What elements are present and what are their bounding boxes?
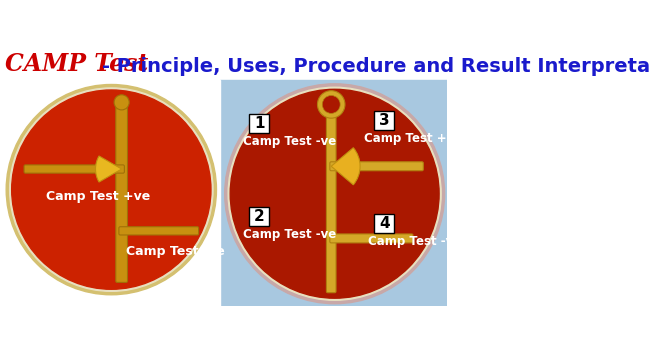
FancyBboxPatch shape <box>374 111 395 130</box>
FancyBboxPatch shape <box>24 165 124 173</box>
FancyBboxPatch shape <box>249 207 269 226</box>
Circle shape <box>317 91 345 118</box>
FancyBboxPatch shape <box>249 114 269 133</box>
FancyBboxPatch shape <box>374 214 395 233</box>
Text: Camp Test +ve: Camp Test +ve <box>46 190 150 203</box>
Text: 3: 3 <box>379 113 389 128</box>
Text: Camp Test -ve: Camp Test -ve <box>127 245 225 258</box>
Circle shape <box>225 84 445 304</box>
Wedge shape <box>332 148 360 185</box>
Circle shape <box>6 85 216 295</box>
Bar <box>0 59 447 81</box>
Text: Camp Test -ve: Camp Test -ve <box>242 228 336 241</box>
Bar <box>220 80 447 306</box>
Text: CAMP Test: CAMP Test <box>5 51 149 76</box>
Text: 2: 2 <box>254 209 265 224</box>
FancyBboxPatch shape <box>330 162 423 171</box>
Text: - Principle, Uses, Procedure and Result Interpretation: - Principle, Uses, Procedure and Result … <box>101 57 650 76</box>
Text: Camp Test +ve: Camp Test +ve <box>364 132 462 145</box>
Circle shape <box>10 88 213 291</box>
Text: 1: 1 <box>254 116 265 131</box>
FancyBboxPatch shape <box>330 234 413 243</box>
Text: 4: 4 <box>379 216 389 231</box>
Bar <box>0 80 220 306</box>
Circle shape <box>12 90 211 289</box>
Text: Camp Test -ve: Camp Test -ve <box>368 235 461 248</box>
Circle shape <box>322 95 340 113</box>
Circle shape <box>228 87 441 300</box>
Circle shape <box>230 89 439 298</box>
Text: Camp Test -ve: Camp Test -ve <box>242 135 336 148</box>
Wedge shape <box>96 156 122 182</box>
FancyBboxPatch shape <box>326 95 336 293</box>
FancyBboxPatch shape <box>116 99 127 282</box>
Circle shape <box>114 95 129 110</box>
FancyBboxPatch shape <box>119 227 199 235</box>
